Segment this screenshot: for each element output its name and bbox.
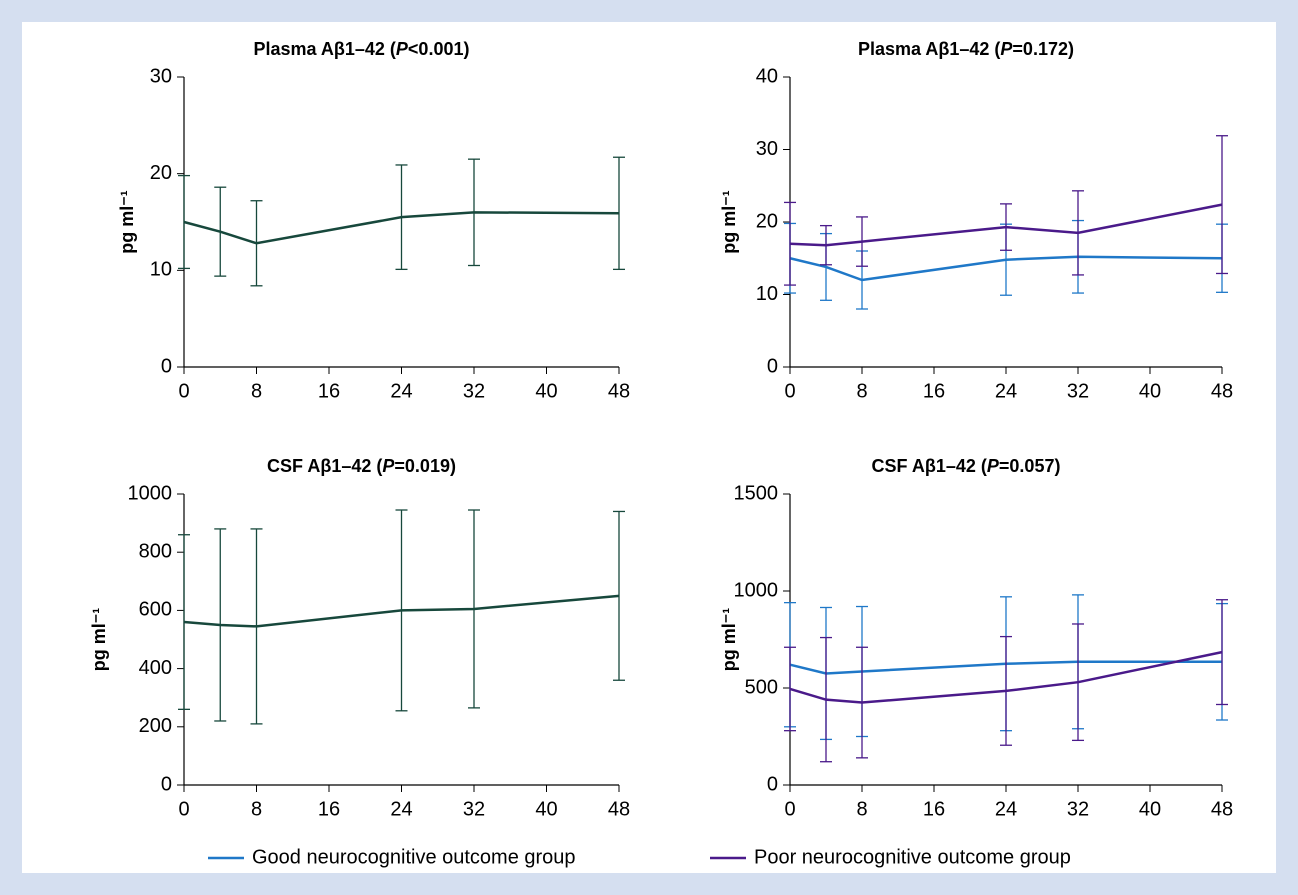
x-tick-label: 40 (1139, 380, 1161, 402)
x-tick-label: 32 (463, 380, 485, 402)
x-tick-label: 16 (318, 380, 340, 402)
y-axis-label: pg ml⁻¹ (719, 190, 739, 254)
x-tick-label: 8 (856, 798, 867, 820)
y-tick-label: 30 (756, 138, 778, 160)
chart-title: Plasma Aβ1–42 (P=0.172) (858, 39, 1074, 59)
y-tick-label: 20 (756, 210, 778, 232)
panel (22, 22, 1276, 873)
x-tick-label: 0 (178, 380, 189, 402)
title-part: P (382, 456, 395, 476)
y-tick-label: 800 (139, 540, 172, 562)
x-tick-label: 16 (318, 798, 340, 820)
y-axis-label: pg ml⁻¹ (117, 190, 137, 254)
y-axis-label: pg ml⁻¹ (89, 608, 109, 672)
series-line (789, 650, 1223, 704)
chart-title: CSF Aβ1–42 (P=0.019) (267, 456, 456, 476)
legend-label: Good neurocognitive outcome group (252, 846, 576, 868)
y-tick-label: 1500 (734, 482, 779, 504)
title-part: =0.057) (999, 456, 1061, 476)
y-tick-label: 30 (150, 65, 172, 87)
title-part: =0.019) (394, 456, 456, 476)
chart-title: CSF Aβ1–42 (P=0.057) (872, 456, 1061, 476)
series-line (183, 594, 620, 628)
y-tick-label: 1000 (128, 482, 173, 504)
title-part: CSF Aβ1–42 ( (872, 456, 987, 476)
y-tick-label: 400 (139, 657, 172, 679)
title-part: P (1000, 39, 1013, 59)
chart-title: Plasma Aβ1–42 (P<0.001) (254, 39, 470, 59)
x-tick-label: 24 (995, 798, 1017, 820)
x-tick-label: 32 (1067, 798, 1089, 820)
x-tick-label: 8 (856, 380, 867, 402)
y-tick-label: 10 (150, 259, 172, 281)
y-tick-label: 600 (139, 599, 172, 621)
x-tick-label: 0 (784, 798, 795, 820)
y-tick-label: 0 (161, 773, 172, 795)
y-tick-label: 40 (756, 65, 778, 87)
legend-label: Poor neurocognitive outcome group (754, 846, 1071, 868)
y-tick-label: 1000 (734, 579, 779, 601)
y-tick-label: 0 (767, 355, 778, 377)
y-axis-label: pg ml⁻¹ (719, 608, 739, 672)
y-tick-label: 200 (139, 715, 172, 737)
x-tick-label: 16 (923, 380, 945, 402)
title-part: P (987, 456, 1000, 476)
y-tick-label: 20 (150, 162, 172, 184)
x-tick-label: 32 (463, 798, 485, 820)
x-tick-label: 48 (1211, 380, 1233, 402)
x-tick-label: 32 (1067, 380, 1089, 402)
title-part: P (396, 39, 409, 59)
series-line (789, 660, 1222, 675)
x-tick-label: 0 (784, 380, 795, 402)
x-tick-label: 48 (608, 380, 630, 402)
y-tick-label: 0 (161, 355, 172, 377)
y-tick-label: 500 (745, 676, 778, 698)
x-tick-label: 8 (251, 380, 262, 402)
x-tick-label: 40 (1139, 798, 1161, 820)
x-tick-label: 48 (1211, 798, 1233, 820)
y-tick-label: 0 (767, 773, 778, 795)
x-tick-label: 40 (535, 798, 557, 820)
title-part: Plasma Aβ1–42 ( (254, 39, 396, 59)
title-part: =0.172) (1012, 39, 1074, 59)
title-part: Plasma Aβ1–42 ( (858, 39, 1000, 59)
x-tick-label: 24 (995, 380, 1017, 402)
x-tick-label: 48 (608, 798, 630, 820)
title-part: <0.001) (408, 39, 470, 59)
series-line (789, 255, 1223, 282)
x-tick-label: 24 (390, 798, 412, 820)
title-part: CSF Aβ1–42 ( (267, 456, 382, 476)
x-tick-label: 8 (251, 798, 262, 820)
x-tick-label: 40 (535, 380, 557, 402)
x-tick-label: 16 (923, 798, 945, 820)
series-line (789, 203, 1223, 247)
y-tick-label: 10 (756, 283, 778, 305)
series-line (183, 211, 620, 245)
x-tick-label: 24 (390, 380, 412, 402)
x-tick-label: 0 (178, 798, 189, 820)
